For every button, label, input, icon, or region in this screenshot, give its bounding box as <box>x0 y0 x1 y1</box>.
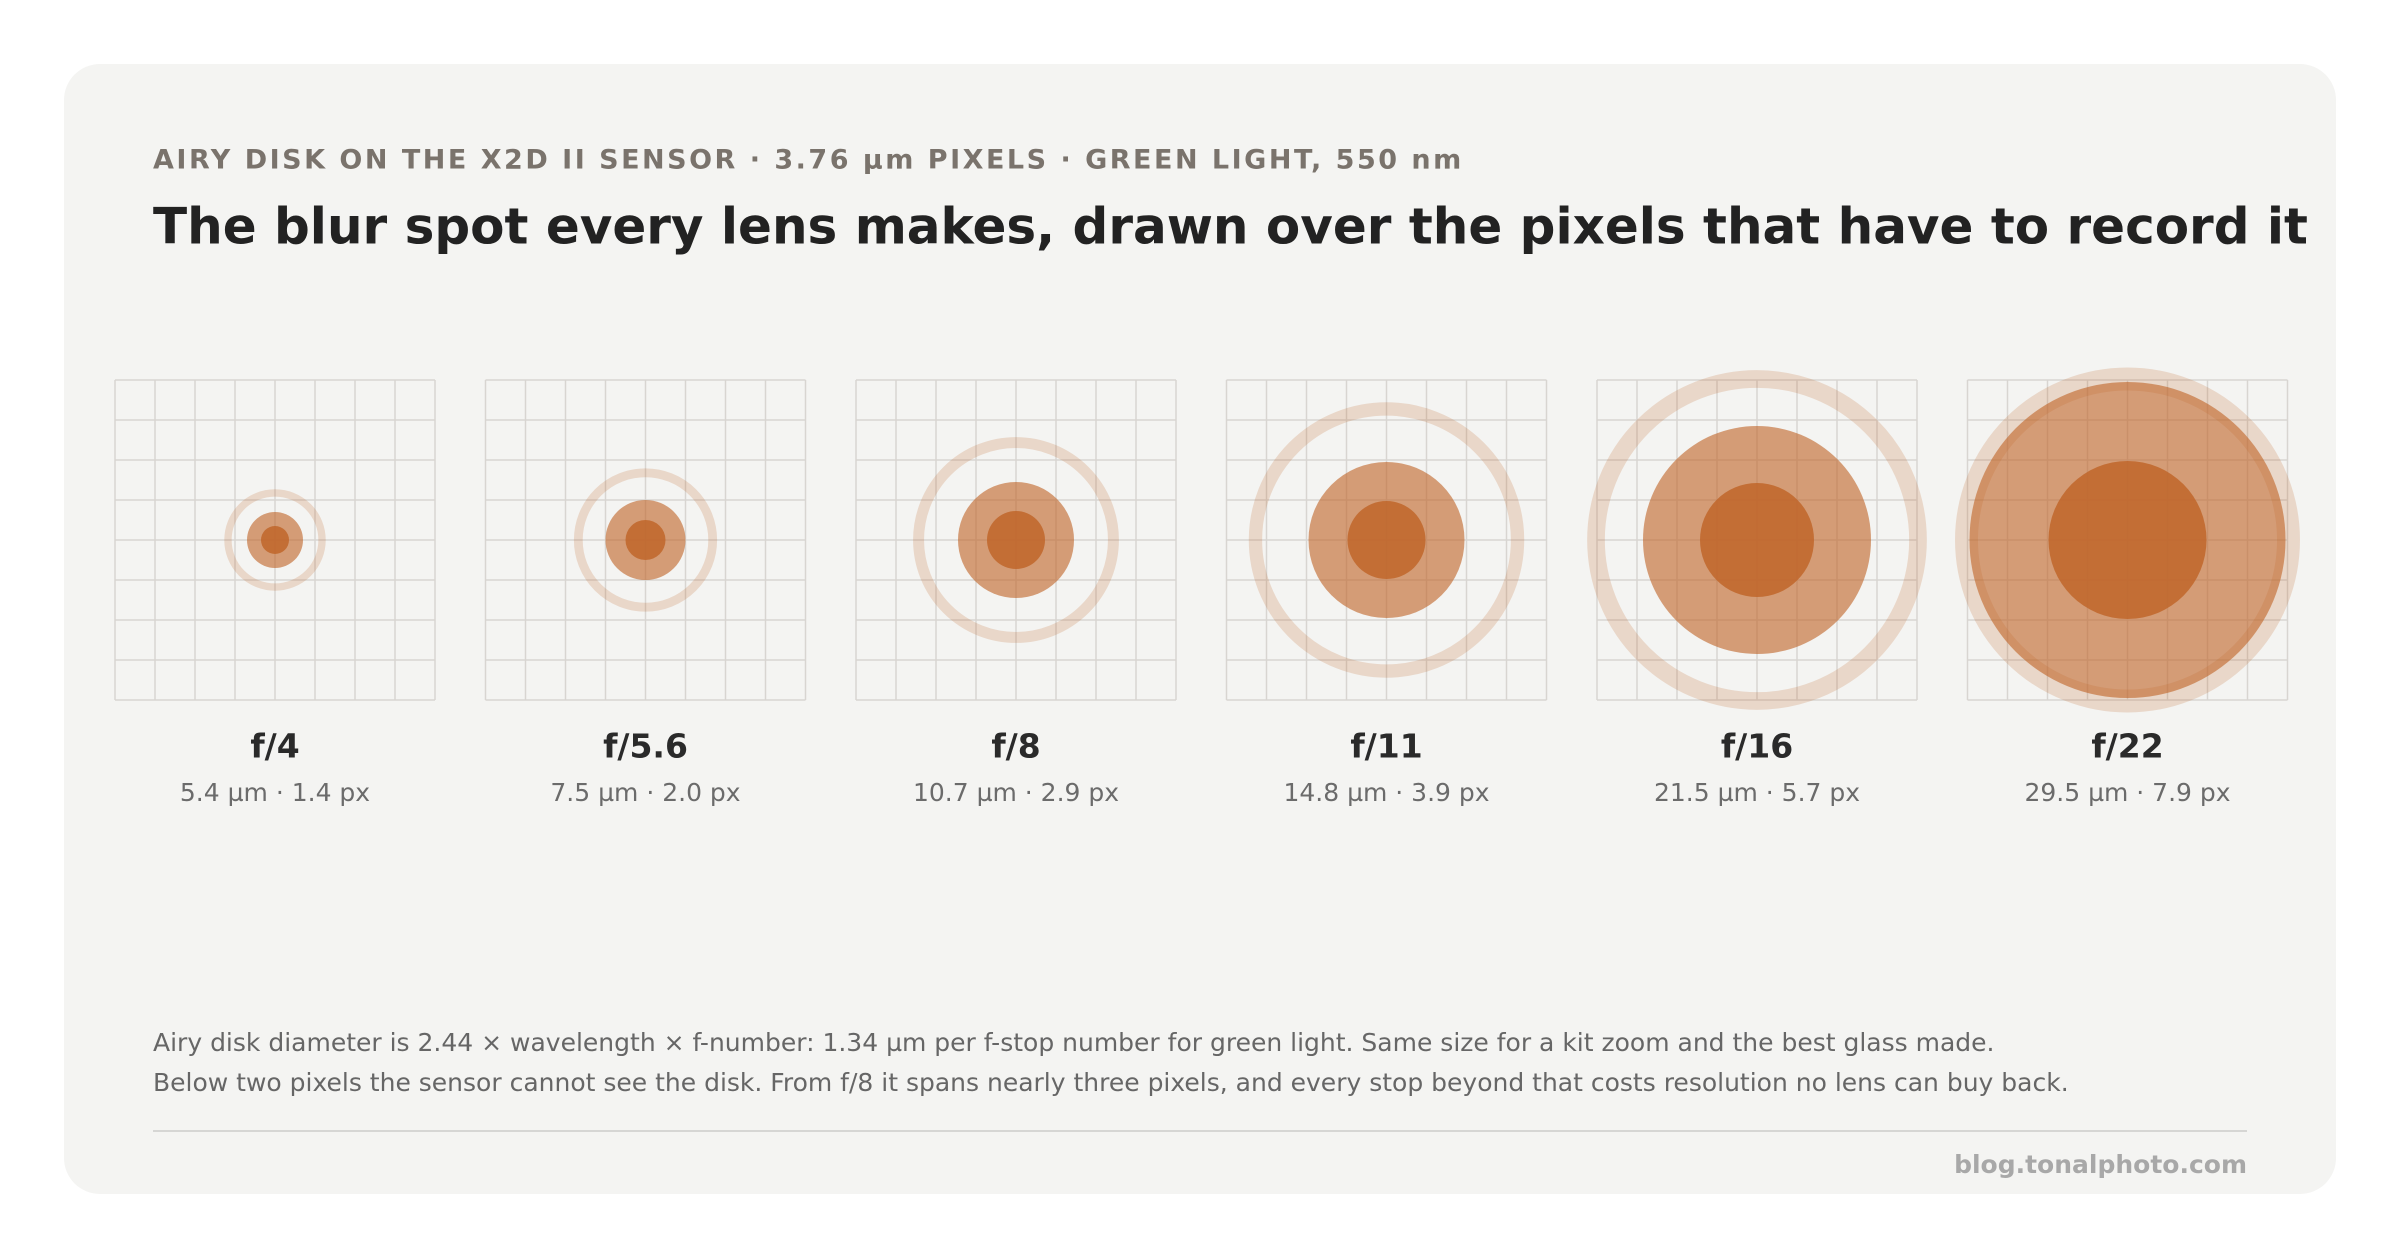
diameter-label: 7.5 µm · 2.0 px <box>550 778 740 807</box>
airy-ring <box>1955 367 2300 713</box>
airy-core <box>2048 461 2207 619</box>
chart-title: The blur spot every lens makes, drawn ov… <box>153 198 2308 256</box>
note: Airy disk diameter is 2.44 × wavelength … <box>153 1028 1994 1057</box>
f-number: f/8 <box>991 727 1040 766</box>
airy-core <box>261 526 289 554</box>
airy-core <box>1700 483 1814 597</box>
airy-ring <box>224 489 326 591</box>
diameter-label: 14.8 µm · 3.9 px <box>1283 778 1489 807</box>
source: blog.tonalphoto.com <box>1954 1150 2247 1179</box>
airy-ring <box>1587 370 1927 710</box>
airy-core <box>1347 501 1426 579</box>
f-number: f/5.6 <box>603 727 688 766</box>
f-number: f/16 <box>1721 727 1793 766</box>
diameter-label: 29.5 µm · 7.9 px <box>2024 778 2230 807</box>
airy-ring <box>573 468 718 612</box>
card <box>64 64 2336 1194</box>
airy-ring <box>913 437 1119 643</box>
diameter-label: 10.7 µm · 2.9 px <box>913 778 1119 807</box>
f-number: f/11 <box>1350 727 1422 766</box>
airy-core <box>625 520 666 560</box>
diameter-label: 5.4 µm · 1.4 px <box>180 778 370 807</box>
subtitle: AIRY DISK ON THE X2D II SENSOR · 3.76 µm… <box>153 145 1464 176</box>
airy-ring <box>1248 402 1525 678</box>
f-number: f/22 <box>2091 727 2163 766</box>
f-number: f/4 <box>250 727 299 766</box>
airy-core <box>987 511 1045 569</box>
diameter-label: 21.5 µm · 5.7 px <box>1654 778 1860 807</box>
note: Below two pixels the sensor cannot see t… <box>153 1068 2069 1097</box>
